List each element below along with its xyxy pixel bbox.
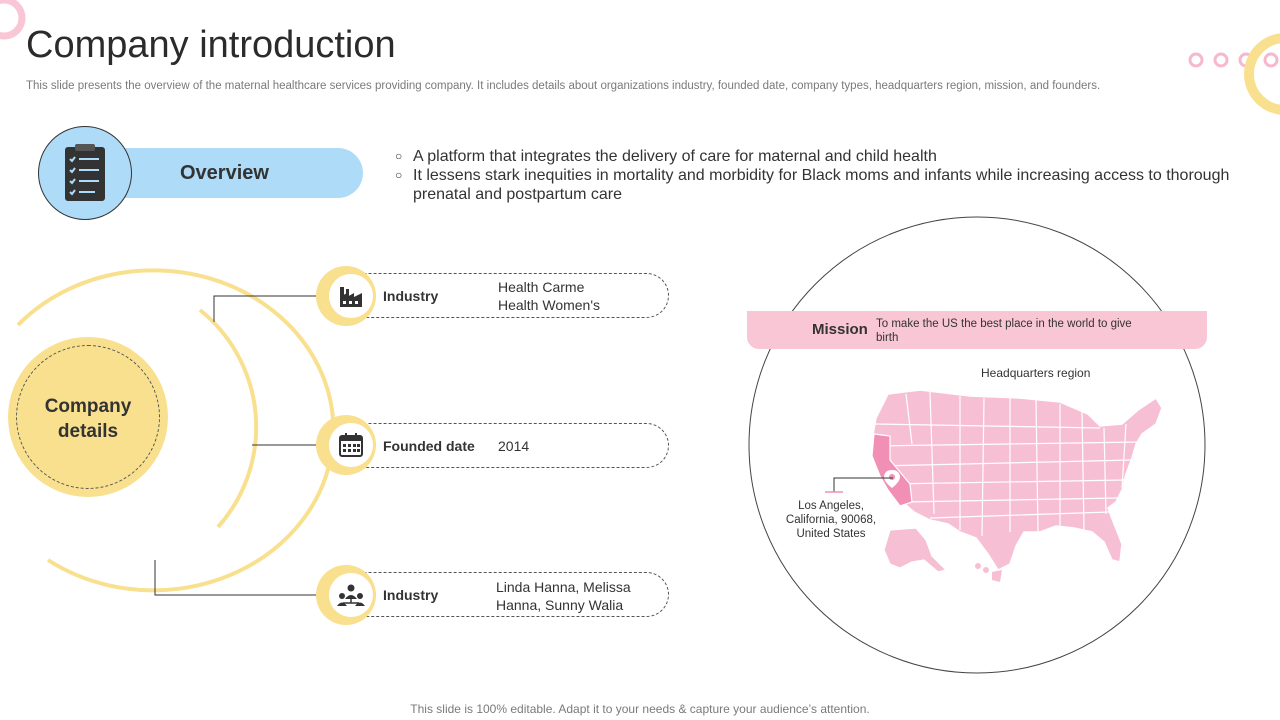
detail-label: Industry (383, 587, 439, 603)
detail-value-line: Linda Hanna, Melissa (496, 579, 631, 595)
overview-label: Overview (180, 162, 269, 184)
us-map (871, 389, 1163, 582)
headquarters-location-line: California, 90068, (785, 514, 877, 526)
overview-banner (110, 148, 363, 198)
headquarters-label: Headquarters region (981, 366, 1091, 380)
mission-label: Mission (812, 321, 868, 338)
page-title: Company introduction (26, 24, 396, 66)
decor-arc-outer (16, 268, 336, 593)
calendar-icon (339, 433, 363, 457)
decor-ring-topleft (0, 0, 26, 40)
decor-dot-2 (1213, 52, 1229, 68)
detail-value: Health Carme Health Women's (498, 278, 600, 314)
headquarters-location-line: United States (796, 528, 866, 540)
company-details-label: Company details (8, 394, 168, 444)
team-icon (337, 584, 365, 606)
detail-value-line: 2014 (498, 438, 530, 454)
overview-bullets: A platform that integrates the delivery … (395, 147, 1235, 204)
factory-icon (340, 287, 362, 307)
detail-label: Founded date (383, 438, 475, 454)
detail-value: Linda Hanna, Melissa Hanna, Sunny Walia (496, 578, 631, 614)
detail-pill-founded-date (326, 423, 669, 468)
company-details-label-line1: Company (44, 396, 132, 417)
detail-pill-industry (326, 273, 669, 318)
overview-bullet: It lessens stark inequities in mortality… (395, 166, 1235, 204)
decor-dot-1 (1188, 52, 1204, 68)
map-frame-circle (748, 216, 1206, 674)
detail-value-line: Hanna, Sunny Walia (496, 597, 624, 613)
detail-icon-holder (329, 573, 373, 617)
overview-bullet: A platform that integrates the delivery … (395, 147, 1235, 166)
detail-icon-holder (329, 423, 373, 467)
company-details-dashed-ring (16, 345, 160, 489)
connector-top (213, 295, 322, 322)
alaska-shape (883, 527, 948, 573)
detail-value: 2014 (498, 437, 529, 455)
footer-note: This slide is 100% editable. Adapt it to… (410, 702, 870, 716)
company-details-label-line2: details (57, 421, 119, 442)
headquarters-location-line: Los Angeles, (798, 500, 864, 512)
us-mainland-shape (871, 389, 1163, 571)
detail-value-line: Health Women's (498, 297, 601, 313)
la-pointer-line (825, 477, 893, 493)
decor-ring-topright (1244, 33, 1280, 115)
connector-bottom (154, 560, 322, 596)
clipboard-icon (65, 144, 105, 201)
mission-banner (747, 311, 1207, 349)
decor-dot-4 (1263, 52, 1279, 68)
detail-icon-holder (329, 274, 373, 318)
hawaii-shape (975, 563, 1002, 582)
overview-icon-circle (38, 126, 132, 220)
mission-text: To make the US the best place in the wor… (876, 318, 1132, 344)
detail-label: Industry (383, 288, 439, 304)
decor-arc-inner (198, 308, 259, 529)
detail-pill-founders (326, 572, 669, 617)
headquarters-location: Los Angeles, California, 90068, United S… (770, 499, 892, 541)
detail-value-line: Health Carme (498, 279, 585, 295)
page-subtitle: This slide presents the overview of the … (26, 80, 1101, 92)
